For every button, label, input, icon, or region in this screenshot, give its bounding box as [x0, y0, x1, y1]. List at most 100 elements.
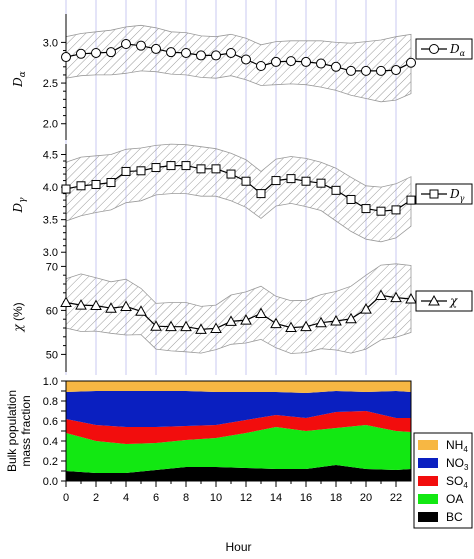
data-point	[150, 320, 162, 331]
data-point	[106, 178, 116, 188]
legend-label-no3: NO3	[446, 456, 469, 472]
data-point	[135, 305, 147, 316]
x-tick-label: 2	[93, 492, 99, 504]
x-tick-label: 10	[210, 492, 222, 504]
data-point	[181, 161, 191, 171]
data-point	[225, 315, 237, 326]
y-tick-label: 50	[46, 349, 58, 361]
data-point	[406, 195, 416, 205]
area-nh4	[66, 381, 411, 393]
y-axis-label: Dγ	[11, 197, 28, 214]
legend: Dγ	[415, 183, 473, 205]
data-point	[91, 179, 101, 189]
legend-label: χ	[449, 294, 458, 308]
data-point	[166, 161, 176, 171]
area-oa	[66, 425, 411, 473]
data-point	[271, 56, 281, 67]
legend-label: Dγ	[449, 187, 465, 203]
y-tick-label: 0.0	[43, 476, 58, 488]
data-point	[180, 320, 192, 332]
data-point	[76, 48, 86, 59]
x-tick-label: 0	[63, 492, 69, 504]
data-point	[61, 52, 71, 63]
y-axis-label: χ (%)	[11, 302, 25, 332]
y-tick-label: 70	[46, 261, 58, 273]
y-tick-label: 4.5	[43, 150, 58, 162]
x-tick-label: 18	[330, 492, 342, 504]
x-tick-label: 14	[270, 492, 282, 504]
data-point	[429, 189, 439, 199]
data-point	[106, 47, 116, 58]
data-point	[375, 289, 387, 300]
y-tick-label: 3.0	[43, 37, 58, 49]
y-tick-label: 3.0	[43, 247, 58, 259]
data-point	[166, 47, 176, 58]
y-axis-label-line1: Bulk population	[5, 390, 19, 472]
data-point	[60, 296, 72, 307]
legend-label-bc: BC	[446, 510, 463, 524]
data-point	[226, 47, 236, 58]
data-point	[181, 47, 191, 58]
data-point	[61, 184, 71, 194]
data-point	[195, 323, 207, 334]
data-point	[315, 316, 327, 328]
y-tick-label: 60	[46, 305, 58, 317]
data-point	[391, 205, 401, 215]
data-point	[121, 166, 131, 176]
data-point	[316, 58, 326, 69]
x-axis-label: Hour	[225, 540, 251, 554]
data-point	[405, 292, 417, 304]
data-point	[406, 57, 416, 68]
data-point	[316, 178, 326, 188]
data-point	[196, 50, 206, 61]
x-tick-label: 22	[390, 492, 402, 504]
data-point	[391, 65, 401, 76]
data-point	[256, 60, 266, 71]
legend-swatch-so4	[418, 476, 438, 486]
y-tick-label: 0.8	[43, 396, 58, 408]
x-tick-label: 6	[153, 492, 159, 504]
data-point	[301, 56, 311, 67]
data-point	[151, 43, 161, 54]
y-axis-label-line2: mass fraction	[19, 395, 33, 466]
data-point	[361, 65, 371, 76]
y-tick-label: 1.0	[43, 376, 58, 388]
legend-label-so4: SO4	[446, 474, 468, 490]
data-point	[75, 299, 87, 310]
data-point	[331, 185, 341, 195]
legend: NH4 NO3 SO4 OA BC	[413, 432, 473, 529]
data-point	[165, 320, 177, 332]
data-point	[90, 299, 102, 311]
data-point	[76, 181, 86, 191]
x-tick-label: 4	[123, 492, 129, 504]
d-gamma-panel: 3.0 3.5 4.0 4.5 Dγ Dγ	[11, 143, 473, 262]
data-point	[196, 164, 206, 174]
x-tick-label: 20	[360, 492, 372, 504]
x-tick-label: 16	[300, 492, 312, 504]
legend: Dα	[415, 38, 473, 60]
legend-swatch-bc	[418, 512, 438, 522]
data-point	[120, 300, 132, 311]
x-tick-label: 8	[183, 492, 189, 504]
d-alpha-panel: 2.0 2.5 3.0 Dα Dα	[11, 14, 473, 140]
data-point	[346, 65, 356, 76]
data-point	[360, 303, 372, 314]
data-point	[376, 206, 386, 216]
data-point	[286, 174, 296, 184]
data-point	[331, 61, 341, 72]
data-point	[301, 176, 311, 186]
legend-label-oa: OA	[446, 492, 463, 506]
legend-label-nh4: NH4	[446, 438, 468, 454]
uncertainty-band	[65, 143, 412, 243]
data-point	[270, 317, 282, 329]
legend: χ	[415, 290, 473, 312]
data-point	[210, 322, 222, 333]
data-point	[285, 321, 297, 333]
legend-swatch-no3	[418, 458, 438, 468]
data-point	[241, 176, 251, 186]
data-point	[361, 204, 371, 214]
legend-swatch-nh4	[418, 440, 438, 450]
data-point	[151, 163, 161, 173]
data-point	[255, 307, 267, 318]
